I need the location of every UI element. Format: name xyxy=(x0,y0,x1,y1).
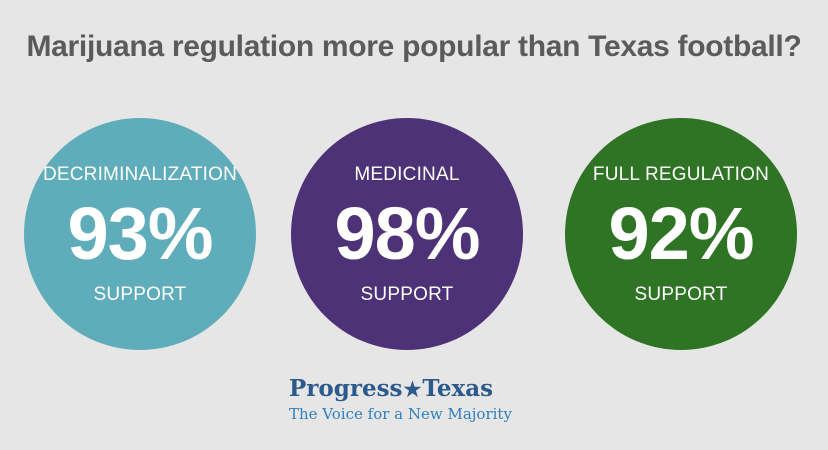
logo-tagline: The Voice for a New Majority xyxy=(289,405,512,423)
stat-label: MEDICINAL xyxy=(354,164,460,185)
logo-name-part2: Texas xyxy=(422,375,494,402)
stat-circle-full-regulation: FULL REGULATION 92% SUPPORT xyxy=(565,118,797,350)
logo-name-part1: Progress xyxy=(289,375,403,402)
stat-percent: 98% xyxy=(334,192,480,275)
stat-caption: SUPPORT xyxy=(360,284,454,305)
stat-label: DECRIMINALIZATION xyxy=(42,164,238,185)
star-icon: ★ xyxy=(403,377,422,401)
stat-circle-decriminalization: DECRIMINALIZATION 93% SUPPORT xyxy=(24,118,256,350)
progress-texas-logo: Progress★Texas The Voice for a New Major… xyxy=(289,375,539,424)
stat-caption: SUPPORT xyxy=(634,284,728,305)
stat-percent: 93% xyxy=(67,192,213,275)
stat-circle-medicinal: MEDICINAL 98% SUPPORT xyxy=(291,118,523,350)
logo-brand: Progress★Texas xyxy=(289,375,539,403)
stat-percent: 92% xyxy=(608,192,754,275)
stat-label: FULL REGULATION xyxy=(592,164,770,185)
stat-caption: SUPPORT xyxy=(93,284,187,305)
page-title: Marijuana regulation more popular than T… xyxy=(26,30,802,63)
